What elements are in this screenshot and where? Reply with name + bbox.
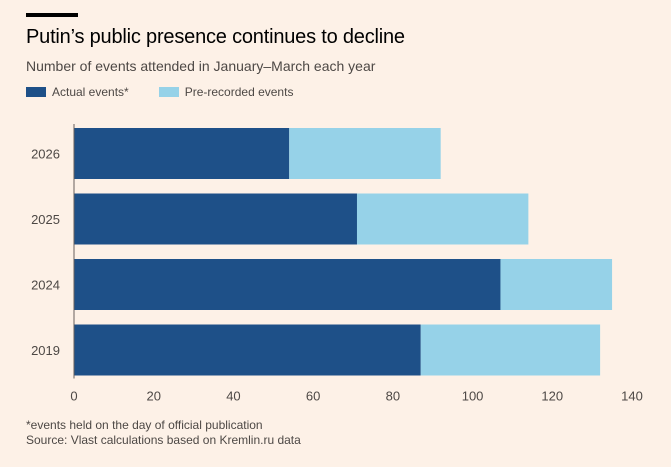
x-tick-label: 20 [146, 389, 160, 404]
x-tick-label: 0 [70, 389, 77, 404]
x-tick-label: 120 [541, 389, 563, 404]
category-label: 2024 [31, 278, 60, 293]
x-tick-label: 80 [386, 389, 400, 404]
source-note: Source: Vlast calculations based on Krem… [26, 433, 301, 447]
bar-prerecorded-events [500, 259, 613, 310]
legend-swatch-prerecorded [158, 87, 179, 97]
chart-title: Putin’s public presence continues to dec… [26, 26, 405, 48]
bar-prerecorded-events [356, 193, 529, 245]
legend-swatch-actual [26, 87, 46, 97]
legend-label-prerecorded: Pre-recorded events [184, 85, 294, 99]
legend: Actual events* Pre-recorded events [26, 84, 323, 100]
category-label: 2019 [31, 343, 60, 358]
legend-label-actual: Actual events* [52, 85, 129, 99]
x-tick-label: 140 [621, 389, 643, 404]
footnote: *events held on the day of official publ… [26, 418, 263, 432]
header-accent-bar [26, 13, 78, 17]
bar-actual-events [74, 193, 357, 245]
x-tick-label: 100 [462, 389, 484, 404]
legend-item-actual: Actual events* [26, 85, 129, 99]
x-tick-label: 60 [306, 389, 320, 404]
category-label: 2025 [31, 212, 60, 227]
bar-actual-events [74, 324, 421, 376]
bar-actual-events [74, 128, 290, 179]
bar-actual-events [74, 259, 501, 310]
bar-chart: 2026 2025 2024 2019 0 20 40 60 80 100 120 140 [31, 124, 643, 404]
category-label: 2026 [31, 147, 60, 162]
chart-subtitle: Number of events attended in January–Mar… [26, 58, 376, 74]
bar-prerecorded-events [420, 324, 601, 376]
legend-item-prerecorded: Pre-recorded events [158, 85, 294, 99]
bar-prerecorded-events [289, 128, 441, 179]
x-tick-label: 40 [226, 389, 240, 404]
